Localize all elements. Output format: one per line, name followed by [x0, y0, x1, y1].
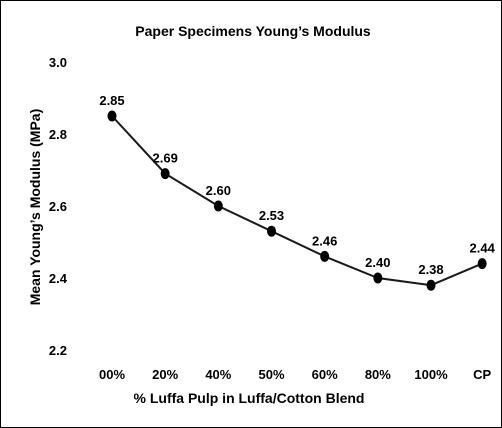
y-tick-label: 2.2 — [49, 343, 67, 358]
data-label: 2.60 — [206, 183, 231, 198]
data-point — [160, 168, 170, 180]
data-label: 2.53 — [259, 208, 284, 223]
x-tick-label: 40% — [205, 367, 231, 382]
x-axis-ticks: 00% 20% 40% 50% 60% 80% 100% CP — [99, 367, 492, 382]
chart-title: Paper Specimens Young’s Modulus — [135, 23, 371, 39]
y-tick-label: 3.0 — [49, 55, 67, 70]
data-label: 2.38 — [418, 262, 443, 277]
data-point — [107, 110, 117, 122]
x-tick-label: 00% — [99, 367, 125, 382]
x-tick-label: 50% — [258, 367, 284, 382]
x-tick-label: 80% — [365, 367, 391, 382]
data-label: 2.69 — [153, 151, 178, 166]
x-axis-label: % Luffa Pulp in Luffa/Cotton Blend — [134, 390, 365, 406]
data-label: 2.85 — [99, 93, 124, 108]
data-label: 2.44 — [470, 241, 496, 256]
data-point — [426, 279, 436, 291]
y-axis-label: Mean Young’s Modulus (MPa) — [27, 109, 43, 306]
x-tick-label: CP — [473, 367, 491, 382]
data-point — [477, 258, 487, 270]
data-point — [267, 225, 276, 237]
data-label: 2.40 — [365, 255, 390, 270]
series-line — [111, 115, 483, 287]
data-point — [373, 272, 383, 284]
y-axis-ticks: 2.2 2.4 2.6 2.8 3.0 — [49, 55, 68, 358]
y-tick-label: 2.4 — [49, 271, 68, 286]
data-point — [320, 250, 330, 262]
data-labels: 2.85 2.69 2.60 2.53 2.46 2.40 2.38 2.44 — [99, 93, 495, 277]
x-tick-label: 60% — [312, 367, 338, 382]
x-tick-label: 20% — [152, 367, 178, 382]
y-tick-label: 2.6 — [49, 199, 67, 214]
series-line-group — [111, 115, 483, 287]
x-tick-label: 100% — [414, 367, 448, 382]
data-point — [213, 200, 223, 212]
y-tick-label: 2.8 — [49, 127, 67, 142]
data-label: 2.46 — [312, 233, 337, 248]
data-markers — [107, 110, 487, 291]
